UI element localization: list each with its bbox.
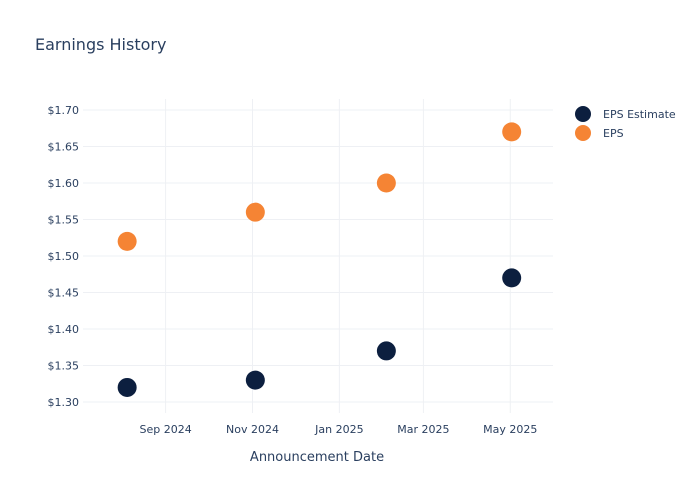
y-tick-label: $1.60: [48, 177, 80, 190]
legend-marker-icon: [575, 106, 591, 122]
data-point[interactable]: [117, 231, 137, 251]
x-tick-label: May 2025: [483, 423, 537, 436]
x-axis-title: Announcement Date: [250, 450, 384, 465]
data-point[interactable]: [376, 341, 396, 361]
data-points: [117, 122, 522, 397]
data-point[interactable]: [502, 268, 522, 288]
y-tick-label: $1.40: [48, 323, 80, 336]
y-tick-label: $1.65: [48, 140, 80, 153]
x-tick-label: Mar 2025: [397, 423, 449, 436]
legend[interactable]: EPS Estimate EPS: [575, 106, 676, 141]
y-axis-ticks: $1.30 $1.35 $1.40 $1.45 $1.50 $1.55 $1.60 $1.65…: [48, 104, 80, 409]
y-tick-label: $1.55: [48, 213, 80, 226]
chart-title: Earnings History: [35, 35, 166, 54]
x-tick-label: Jan 2025: [314, 423, 363, 436]
data-point[interactable]: [376, 173, 396, 193]
legend-label: EPS: [603, 127, 624, 140]
y-tick-label: $1.35: [48, 360, 80, 373]
y-tick-label: $1.70: [48, 104, 80, 117]
data-point[interactable]: [117, 377, 137, 397]
data-point[interactable]: [245, 202, 265, 222]
legend-item[interactable]: EPS Estimate: [575, 106, 676, 122]
x-tick-label: Nov 2024: [226, 423, 279, 436]
data-point[interactable]: [502, 122, 522, 142]
y-tick-label: $1.45: [48, 287, 80, 300]
legend-label: EPS Estimate: [603, 108, 676, 121]
y-tick-label: $1.30: [48, 396, 80, 409]
data-point[interactable]: [245, 370, 265, 390]
legend-marker-icon: [575, 125, 591, 141]
x-tick-label: Sep 2024: [139, 423, 191, 436]
series-eps: [117, 122, 522, 251]
series-eps-estimate: [117, 268, 522, 397]
x-axis-ticks: Sep 2024 Nov 2024 Jan 2025 Mar 2025 May 2025: [139, 423, 537, 436]
grid: [83, 99, 553, 413]
y-tick-label: $1.50: [48, 250, 80, 263]
legend-item[interactable]: EPS: [575, 125, 624, 141]
